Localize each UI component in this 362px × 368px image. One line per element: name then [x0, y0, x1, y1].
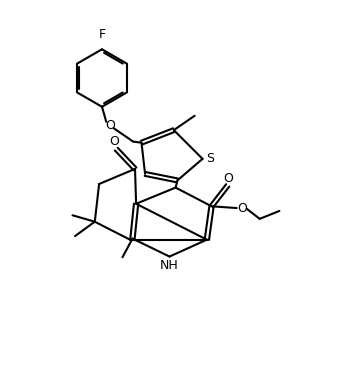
- Text: NH: NH: [160, 259, 179, 272]
- Text: F: F: [98, 28, 106, 41]
- Text: O: O: [223, 172, 233, 185]
- Text: S: S: [206, 152, 214, 165]
- Text: O: O: [110, 135, 119, 148]
- Text: O: O: [105, 119, 115, 132]
- Text: O: O: [237, 202, 247, 215]
